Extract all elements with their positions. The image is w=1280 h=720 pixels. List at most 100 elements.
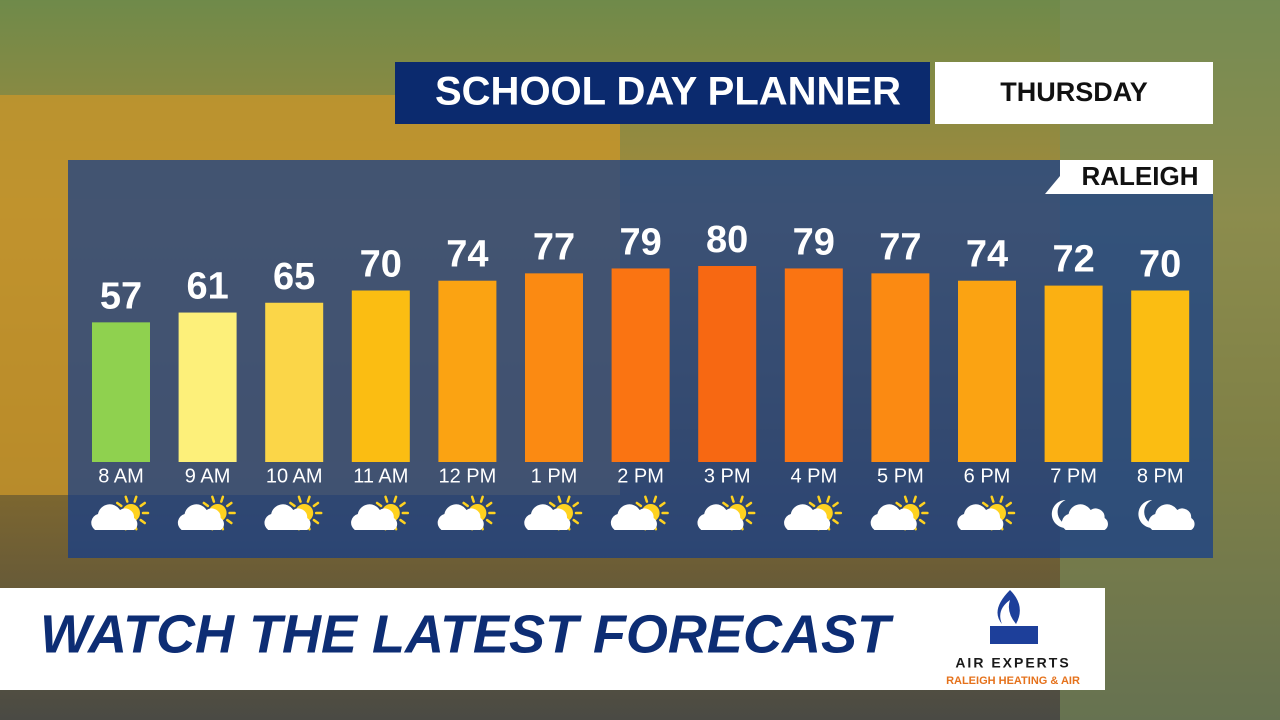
sun-ray xyxy=(548,501,556,508)
sun-ray xyxy=(211,495,216,503)
cloud xyxy=(437,504,484,530)
sponsor-logo xyxy=(990,590,1038,644)
moon xyxy=(1138,500,1163,528)
value-label: 77 xyxy=(879,226,921,268)
sun-ray xyxy=(479,495,484,503)
sun-ray xyxy=(297,495,302,503)
weather-icon xyxy=(957,495,1016,531)
sun-ray xyxy=(384,495,389,503)
weather-icon xyxy=(784,495,843,531)
bar xyxy=(958,280,1016,462)
sun-ray xyxy=(826,495,831,503)
weather-icon xyxy=(264,495,323,531)
sponsor-name: AIR EXPERTS xyxy=(955,655,1070,671)
value-label: 74 xyxy=(446,234,488,276)
value-label: 74 xyxy=(966,234,1008,276)
sun-ray xyxy=(817,495,822,503)
value-label: 70 xyxy=(360,244,402,286)
weather-icon xyxy=(697,495,756,531)
moon xyxy=(1051,500,1076,528)
bar xyxy=(611,268,670,462)
value-label: 79 xyxy=(619,221,661,263)
sun-ray xyxy=(653,495,658,503)
sun-ray xyxy=(832,501,839,508)
bar xyxy=(784,268,843,462)
sun-ray xyxy=(1005,518,1013,525)
sponsor-tagline: RALEIGH HEATING & AIR xyxy=(946,675,1080,687)
sun-ray xyxy=(485,501,493,508)
value-label: 72 xyxy=(1052,239,1094,281)
x-tick-label: 11 AM xyxy=(353,465,408,487)
value-label: 80 xyxy=(706,219,748,261)
value-label: 79 xyxy=(793,221,835,263)
bar xyxy=(438,280,497,462)
chart-title: SCHOOL DAY PLANNER xyxy=(435,70,901,114)
sun-ray xyxy=(895,501,902,508)
weather-icon xyxy=(1138,500,1195,530)
x-tick-label: 8 PM xyxy=(1137,465,1184,487)
x-tick-label: 2 PM xyxy=(617,465,664,487)
weather-icon xyxy=(524,495,583,531)
weather-icon xyxy=(91,495,150,531)
sun-ray xyxy=(903,495,908,503)
cloud xyxy=(351,504,398,530)
location: RALEIGH xyxy=(1082,161,1199,191)
sun-ray xyxy=(644,495,649,503)
x-tick-label: 4 PM xyxy=(790,465,837,487)
sun-ray xyxy=(462,501,469,508)
x-tick-label: 6 PM xyxy=(964,465,1011,487)
weather-icon xyxy=(437,495,496,531)
weather-icon xyxy=(177,495,236,531)
x-tick-label: 5 PM xyxy=(877,465,924,487)
sun-ray xyxy=(226,501,233,508)
x-tick-label: 10 AM xyxy=(266,465,323,487)
sun-ray xyxy=(918,518,926,525)
value-label: 65 xyxy=(273,256,315,298)
sun-ray xyxy=(745,518,753,525)
cloud xyxy=(177,504,224,530)
sun-ray xyxy=(572,501,580,508)
value-label: 70 xyxy=(1139,244,1181,286)
sun-ray xyxy=(745,501,753,508)
bar xyxy=(178,312,237,462)
sun-ray xyxy=(399,518,406,525)
sun-ray xyxy=(912,495,917,503)
sun-ray xyxy=(220,495,225,503)
cloud xyxy=(264,504,311,530)
bar xyxy=(525,273,583,462)
weather-icon xyxy=(1051,500,1108,530)
sun-ray xyxy=(808,501,816,508)
bar xyxy=(1044,285,1103,462)
day: THURSDAY xyxy=(1000,77,1148,107)
sun-ray xyxy=(312,518,320,525)
value-label: 61 xyxy=(186,266,228,308)
banner-text: WATCH THE LATEST FORECAST xyxy=(40,604,894,664)
cloud xyxy=(91,504,138,530)
x-tick-label: 1 PM xyxy=(531,465,578,487)
sun-ray xyxy=(375,501,383,508)
x-tick-label: 12 PM xyxy=(438,465,496,487)
cloud xyxy=(610,504,657,530)
sun-ray xyxy=(202,501,210,508)
sun-ray xyxy=(659,501,666,508)
sun-ray xyxy=(918,501,926,508)
sun-ray xyxy=(133,495,138,503)
sun-ray xyxy=(659,518,666,525)
sun-ray xyxy=(1005,501,1013,508)
cloud xyxy=(697,504,744,530)
x-tick-label: 7 PM xyxy=(1050,465,1097,487)
sun-ray xyxy=(981,501,989,508)
sun-ray xyxy=(485,518,493,525)
cloud xyxy=(784,504,831,530)
sun-ray xyxy=(139,501,147,508)
logo-base xyxy=(990,626,1038,644)
cloud xyxy=(870,504,917,530)
sun-ray xyxy=(393,495,398,503)
sun-ray xyxy=(312,501,320,508)
logo-flame xyxy=(997,590,1020,624)
sun-ray xyxy=(572,518,580,525)
day-box xyxy=(935,62,1213,124)
bar xyxy=(1131,290,1190,462)
cloud xyxy=(1148,504,1195,530)
cloud xyxy=(957,504,1004,530)
